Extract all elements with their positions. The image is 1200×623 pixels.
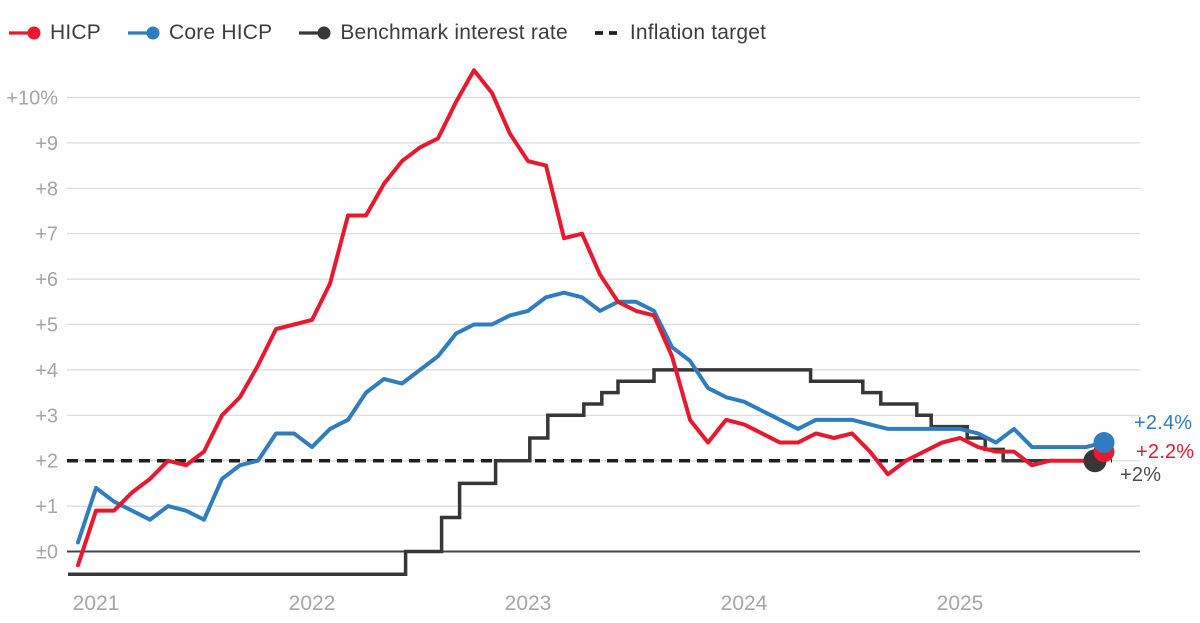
core-hicp-line [76, 290, 1106, 545]
y-tick-label: +1 [35, 496, 58, 518]
y-tick-label: +7 [35, 224, 58, 246]
x-year-label: 2023 [505, 592, 552, 615]
inflation-target-legend-marker-icon [594, 31, 621, 35]
end-label-hicp: +2.2% [1136, 441, 1195, 463]
y-tick-label: +10% [6, 88, 58, 110]
y-tick-label: +6 [35, 269, 58, 291]
legend-item-benchmark-rate: Benchmark interest rate [298, 21, 568, 45]
core-hicp-legend-marker-icon [127, 26, 160, 40]
x-year-label: 2021 [73, 592, 120, 615]
y-tick-label: +8 [35, 178, 58, 200]
x-year-label: 2024 [721, 592, 768, 615]
legend-label-inflation-target: Inflation target [629, 21, 767, 44]
legend-item-hicp: HICP [8, 21, 101, 45]
legend-item-inflation-target: Inflation target [594, 21, 766, 45]
legend-label-hicp: HICP [50, 21, 101, 44]
legend-item-core-hicp: Core HICP [127, 21, 272, 45]
benchmark-rate-line [68, 368, 1095, 576]
end-label-core-hicp: +2.4% [1134, 412, 1193, 434]
y-tick-label: +2 [35, 451, 58, 473]
core-hicp-end-dot [1093, 432, 1115, 454]
x-year-label: 2022 [289, 592, 336, 615]
hicp-legend-marker-icon [9, 26, 41, 40]
legend-label-core-hicp: Core HICP [168, 21, 273, 44]
y-tick-label: +9 [35, 133, 58, 155]
legend: HICP Core HICP Benchmark interest rate I… [8, 18, 766, 48]
y-tick-label: +4 [35, 360, 58, 382]
y-tick-label: +3 [35, 405, 58, 427]
end-label-benchmark-rate: +2% [1120, 464, 1162, 486]
y-tick-label: +5 [35, 315, 58, 337]
x-year-label: 2025 [937, 592, 984, 615]
legend-label-benchmark-rate: Benchmark interest rate [340, 21, 568, 44]
benchmark-rate-legend-marker-icon [299, 26, 331, 40]
y-tick-label: ±0 [36, 542, 58, 564]
hicp-line [76, 68, 1106, 568]
